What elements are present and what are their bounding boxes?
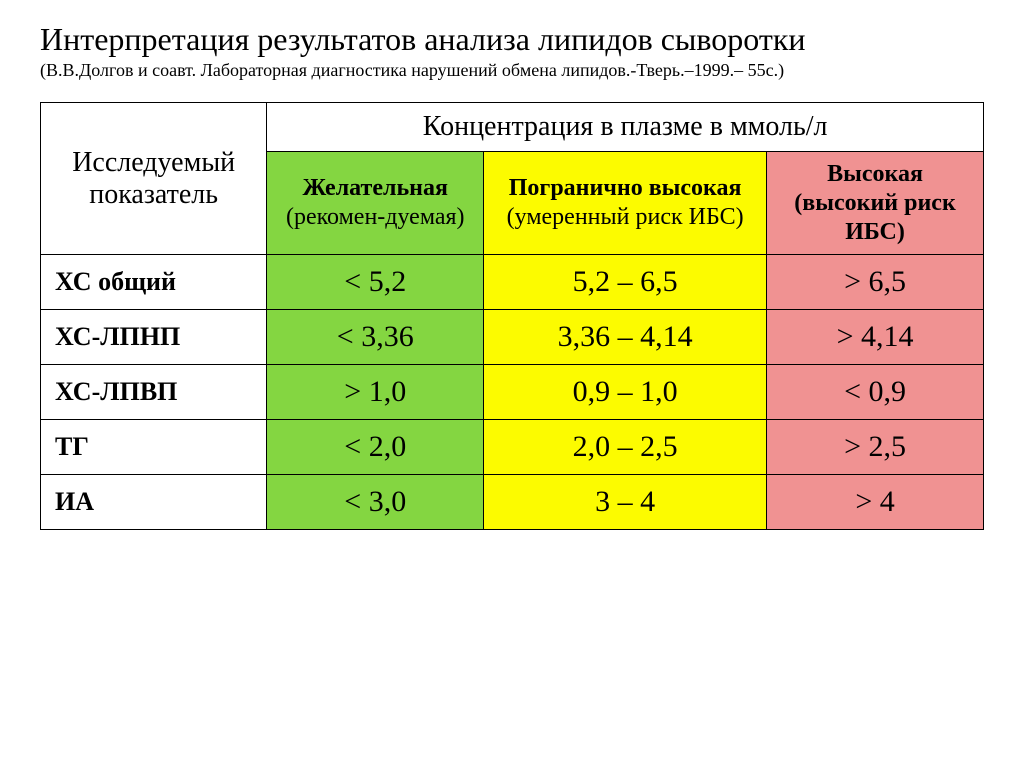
cell-red: > 4: [767, 475, 984, 530]
header-parameter: Исследуемый показатель: [41, 102, 267, 254]
cell-yellow: 2,0 – 2,5: [484, 420, 767, 475]
cell-red: > 6,5: [767, 255, 984, 310]
lipid-table: Исследуемый показатель Концентрация в пл…: [40, 102, 984, 530]
row-label: ХС общий: [41, 255, 267, 310]
cell-yellow: 5,2 – 6,5: [484, 255, 767, 310]
column-head-desirable: Желательная (рекомен-дуемая): [267, 151, 484, 254]
page-title: Интерпретация результатов анализа липидо…: [40, 20, 984, 58]
cell-red: > 4,14: [767, 310, 984, 365]
column-head-norm: (умеренный риск ИБС): [494, 203, 756, 232]
cell-red: > 2,5: [767, 420, 984, 475]
column-head-bold: Погранично высокая: [494, 174, 756, 203]
cell-green: < 5,2: [267, 255, 484, 310]
table-row: ХС общий < 5,2 5,2 – 6,5 > 6,5: [41, 255, 984, 310]
column-head-bold: Желательная: [277, 174, 473, 203]
page-subtitle: (В.В.Долгов и соавт. Лабораторная диагно…: [40, 60, 984, 82]
column-head-bold: Высокая: [777, 160, 973, 189]
header-concentration: Концентрация в плазме в ммоль/л: [267, 102, 984, 151]
row-label: ХС-ЛПНП: [41, 310, 267, 365]
column-head-borderline: Погранично высокая (умеренный риск ИБС): [484, 151, 767, 254]
column-head-high: Высокая (высокий риск ИБС): [767, 151, 984, 254]
column-head-bold2: (высокий риск ИБС): [777, 189, 973, 247]
cell-green: < 3,36: [267, 310, 484, 365]
cell-yellow: 3 – 4: [484, 475, 767, 530]
row-label: ХС-ЛПВП: [41, 365, 267, 420]
cell-green: > 1,0: [267, 365, 484, 420]
table-header-row-1: Исследуемый показатель Концентрация в пл…: [41, 102, 984, 151]
table-row: ТГ < 2,0 2,0 – 2,5 > 2,5: [41, 420, 984, 475]
table-row: ХС-ЛПВП > 1,0 0,9 – 1,0 < 0,9: [41, 365, 984, 420]
row-label: ТГ: [41, 420, 267, 475]
cell-red: < 0,9: [767, 365, 984, 420]
table-row: ИА < 3,0 3 – 4 > 4: [41, 475, 984, 530]
cell-green: < 3,0: [267, 475, 484, 530]
cell-yellow: 3,36 – 4,14: [484, 310, 767, 365]
table-row: ХС-ЛПНП < 3,36 3,36 – 4,14 > 4,14: [41, 310, 984, 365]
cell-green: < 2,0: [267, 420, 484, 475]
cell-yellow: 0,9 – 1,0: [484, 365, 767, 420]
column-head-norm: (рекомен-дуемая): [277, 203, 473, 232]
row-label: ИА: [41, 475, 267, 530]
